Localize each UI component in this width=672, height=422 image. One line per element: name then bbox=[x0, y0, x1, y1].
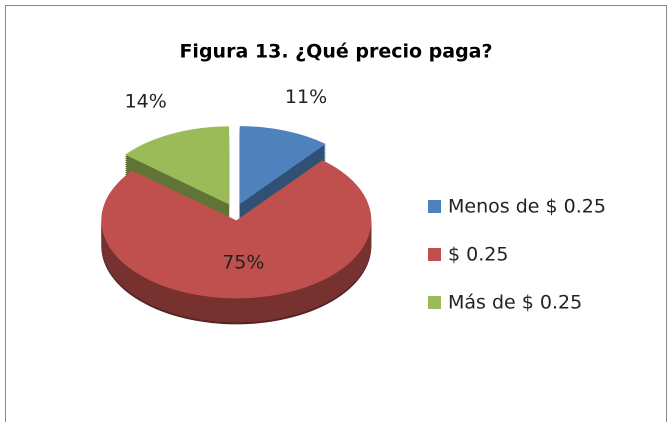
slice bbox=[125, 126, 230, 205]
legend-swatch bbox=[428, 200, 441, 213]
slice bbox=[239, 126, 326, 205]
data-label: 75% bbox=[222, 252, 264, 274]
legend-label: $ 0.25 bbox=[448, 244, 508, 266]
chart-title: Figura 13. ¿Qué precio paga? bbox=[179, 41, 492, 63]
legend-label: Menos de $ 0.25 bbox=[448, 196, 606, 218]
legend-swatch bbox=[428, 296, 441, 309]
legend-label: Más de $ 0.25 bbox=[448, 292, 582, 314]
data-label: 11% bbox=[285, 86, 327, 108]
slice bbox=[101, 160, 372, 299]
legend-swatch bbox=[428, 248, 441, 261]
data-label: 14% bbox=[125, 91, 167, 113]
